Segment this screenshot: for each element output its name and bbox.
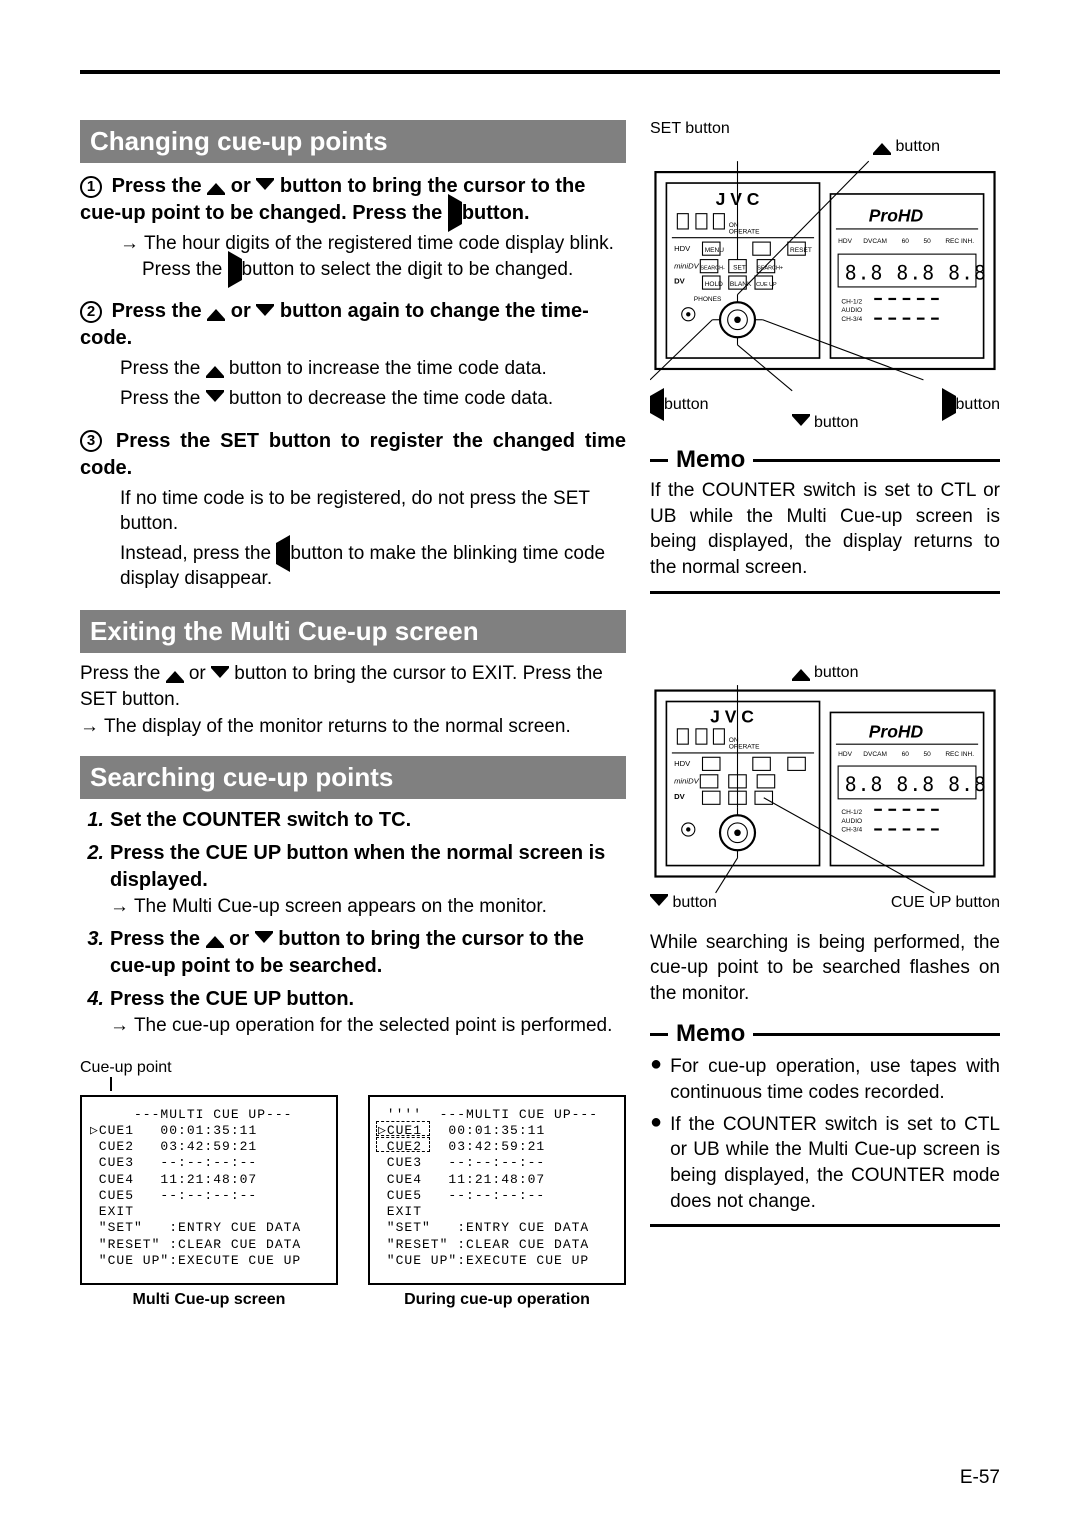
svg-text:OPERATE: OPERATE [729,743,760,750]
during-cue-screen: '''' ---MULTI CUE UP--- ▷CUE1 00:01:35:1… [368,1095,626,1285]
search-step-2: 2. Press the CUE UP button when the norm… [80,840,626,920]
down-triangle-icon [650,896,668,909]
svg-text:ProHD: ProHD [869,205,924,225]
down-triangle-icon [211,668,229,681]
s3-body2: Instead, press the button to make the bl… [120,541,626,592]
svg-text:HDV: HDV [674,244,691,253]
svg-text:8.8 8.8 8.8 8.8: 8.8 8.8 8.8 8.8 [845,261,1000,284]
down-triangle-icon [792,416,810,429]
right-mid-text: While searching is being performed, the … [650,930,1000,1007]
play-icon [228,251,242,288]
svg-text:DVCAM: DVCAM [863,238,887,245]
down-triangle-icon [206,392,224,405]
svg-text:HDV: HDV [674,759,691,768]
step-1: 1 Press the or button to bring the curso… [80,173,626,227]
set-btn-label: SET button [650,120,1000,138]
page-number: E-57 [960,1467,1000,1489]
svg-text:DV: DV [674,791,686,800]
svg-text:MENU: MENU [705,247,725,254]
s1-text-a: Press the [112,175,208,197]
play-icon [448,194,462,232]
down-triangle-icon [256,306,274,319]
reverse-icon [276,535,290,572]
s1-text-d: button. [462,202,530,224]
up-triangle-icon [792,666,810,679]
circled-3-icon: 3 [80,430,102,452]
step-3: 3 Press the SET button to register the c… [80,428,626,482]
down-triangle-icon [256,180,274,193]
hdr-searching: Searching cue-up points [80,756,626,799]
s2-body1: Press the button to increase the time co… [120,356,626,382]
circled-1-icon: 1 [80,176,102,198]
search-step-3: 3. Press the or button to bring the curs… [80,926,626,980]
cue-point-label: Cue-up point [80,1059,626,1077]
memo-1: Memo If the COUNTER switch is set to CTL… [650,446,1000,594]
svg-text:HDV: HDV [838,238,852,245]
svg-text:miniDV: miniDV [674,261,700,270]
svg-text:8.8 8.8 8.8 8.8: 8.8 8.8 8.8 8.8 [845,773,1000,796]
svg-text:SET: SET [733,264,746,271]
up-triangle-icon [206,933,224,946]
svg-text:REC INH.: REC INH. [945,751,974,758]
multi-cue-screen: ---MULTI CUE UP--- ▷CUE1 00:01:35:11 CUE… [80,1095,338,1285]
s1-body1: The hour digits of the registered time c… [120,231,626,257]
svg-text:PHONES: PHONES [694,296,722,303]
svg-text:HOLD: HOLD [705,281,723,288]
svg-text:HDV: HDV [838,751,852,758]
up-triangle-icon [166,668,184,681]
svg-text:OPERATE: OPERATE [729,228,760,235]
up-btn-label: button [896,138,940,155]
circled-2-icon: 2 [80,301,102,323]
search-step-4: 4. Press the CUE UP button. The cue-up o… [80,986,626,1039]
screen-right-caption: During cue-up operation [368,1291,626,1309]
s1-body2: Press the button to select the digit to … [142,257,626,283]
s2-body2: Press the button to decrease the time co… [120,386,626,412]
svg-text:50: 50 [923,751,931,758]
svg-text:CH-3/4: CH-3/4 [841,826,862,833]
svg-text:AUDIO: AUDIO [841,817,862,824]
screen-left-caption: Multi Cue-up screen [80,1291,338,1309]
hdr-changing: Changing cue-up points [80,120,626,163]
svg-text:CH-1/2: CH-1/2 [841,298,862,305]
svg-text:RESET: RESET [790,247,812,254]
svg-text:CUE UP: CUE UP [756,282,777,288]
svg-text:ProHD: ProHD [869,721,924,741]
up-triangle-icon [207,306,225,319]
up-triangle-icon [207,180,225,193]
cueup-btn-label: CUE UP button [891,894,1000,912]
screen-right-wrap: '''' ---MULTI CUE UP--- ▷CUE1 00:01:35:1… [368,1095,626,1309]
s3-body1: If no time code is to be registered, do … [120,486,626,537]
svg-text:DV: DV [674,277,686,286]
svg-text:BLANK: BLANK [730,281,752,288]
device-diagram-1: J V C ONOPERATE HDVMENURESET miniDVSEARC… [650,156,1000,396]
svg-text:J V C: J V C [710,706,754,726]
svg-text:miniDV: miniDV [674,776,700,785]
svg-text:50: 50 [923,238,931,245]
down-triangle-icon [255,933,273,946]
svg-text:REC INH.: REC INH. [945,238,974,245]
top-rule [80,70,1000,74]
svg-text:CH-1/2: CH-1/2 [841,809,862,816]
left-column: Changing cue-up points 1 Press the or bu… [80,120,626,1309]
s1-text-b: or [231,175,257,197]
svg-text:CH-3/4: CH-3/4 [841,316,862,323]
svg-text:60: 60 [902,751,910,758]
cue-leader-line [110,1077,626,1091]
step-2: 2 Press the or button again to change th… [80,298,626,352]
svg-text:AUDIO: AUDIO [841,307,862,314]
up-triangle-icon [206,363,224,376]
right-column: SET button button J V C ONOPERATE HDVMEN… [650,120,1000,1309]
svg-text:SEARCH-: SEARCH- [700,265,725,271]
exit-p1: Press the or button to bring the cursor … [80,661,626,712]
search-step-1: 1. Set the COUNTER switch to TC. [80,807,626,834]
svg-text:60: 60 [902,238,910,245]
up-triangle-icon [873,140,891,153]
hdr-exiting: Exiting the Multi Cue-up screen [80,610,626,653]
memo-2: Memo ●For cue-up operation, use tapes wi… [650,1020,1000,1227]
device-diagram-2: J V C ONOPERATE HDV miniDV DV ProHD HDVD… [650,684,1000,894]
screen-left-wrap: ---MULTI CUE UP--- ▷CUE1 00:01:35:11 CUE… [80,1095,338,1309]
exit-p2: The display of the monitor returns to th… [80,716,626,738]
svg-text:DVCAM: DVCAM [863,751,887,758]
